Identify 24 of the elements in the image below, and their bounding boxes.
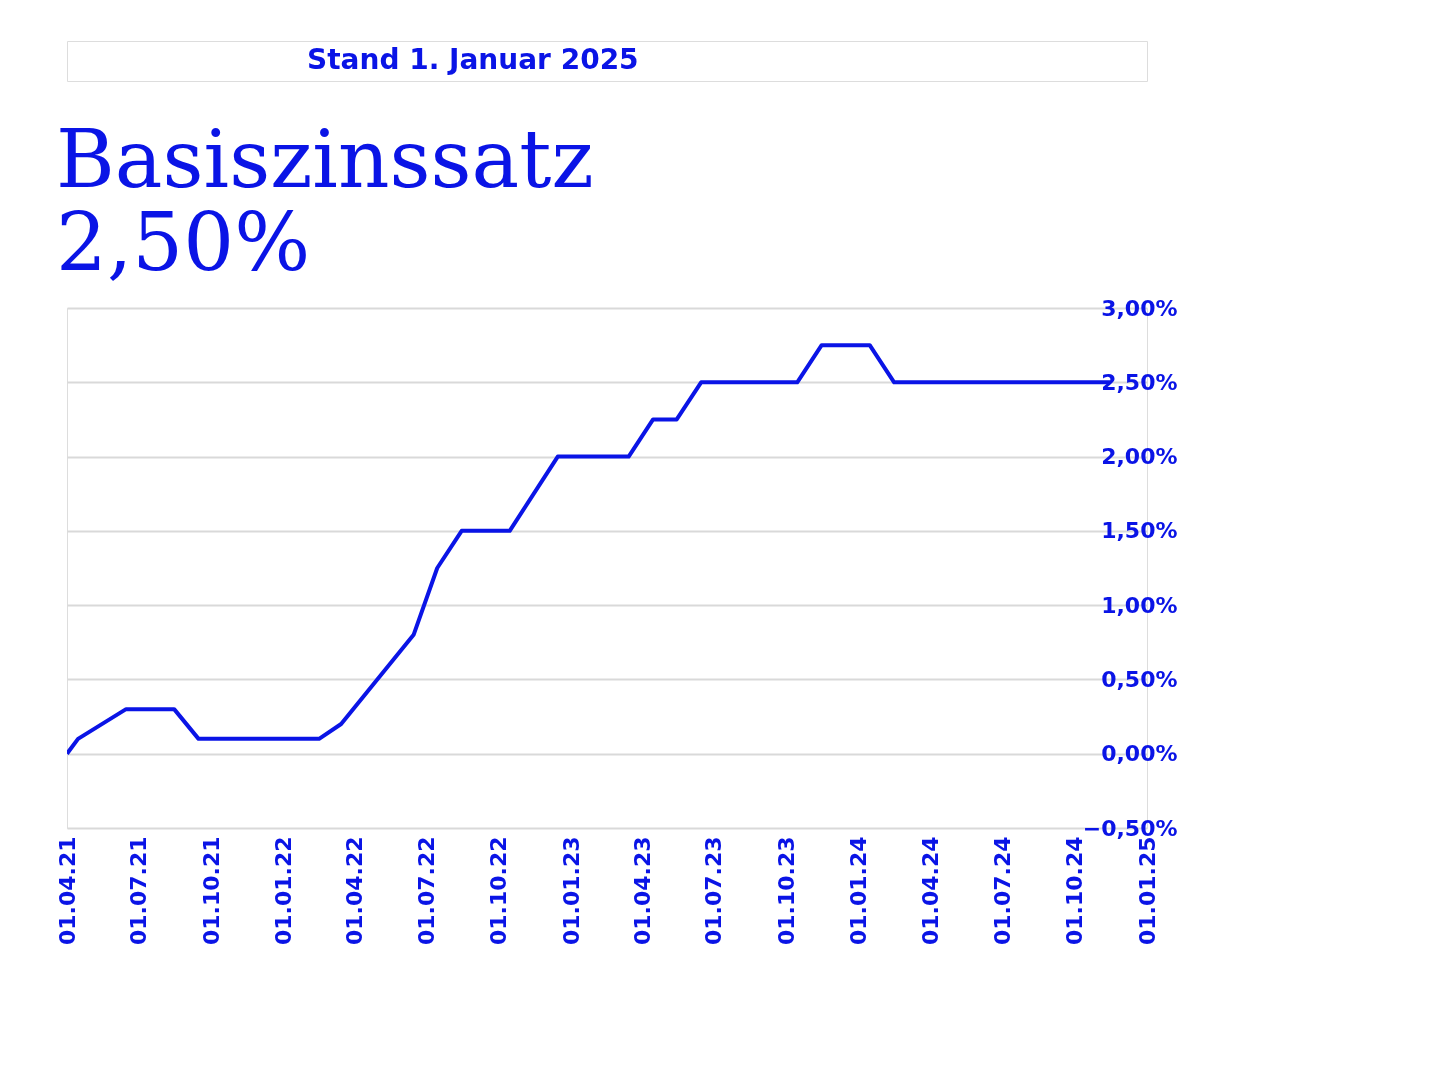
x-tick-label: 01.04.24	[917, 836, 943, 946]
x-tick-label: 01.04.21	[54, 836, 80, 946]
text: Stand 1. Januar 2025	[307, 43, 639, 76]
x-tick-label: 01.10.21	[198, 836, 224, 946]
x-tick-label: 01.10.24	[1062, 836, 1088, 946]
x-tick-label: 01.01.22	[271, 836, 297, 946]
x-tick-label: 01.01.23	[558, 836, 584, 946]
x-tick-label: 01.01.25	[1134, 836, 1160, 946]
y-tick-label: 0,00%	[1101, 741, 1178, 767]
y-tick-label: 1,00%	[1101, 592, 1178, 618]
x-tick-label: 01.04.23	[629, 836, 655, 946]
x-tick-label: 01.10.23	[773, 836, 799, 946]
y-tick-label: 0,50%	[1101, 666, 1178, 692]
x-tick-label: 01.07.22	[413, 836, 439, 946]
x-tick-label: 01.07.21	[126, 836, 152, 946]
x-tick-label: 01.10.22	[486, 836, 512, 946]
y-tick-label: 1,50%	[1101, 518, 1178, 544]
y-tick-label: 2,00%	[1101, 444, 1178, 470]
x-tick-label: 01.07.23	[701, 836, 727, 946]
x-tick-label: 01.07.24	[989, 836, 1015, 946]
x-tick-label: 01.04.22	[342, 836, 368, 946]
y-tick-label: 2,50%	[1101, 369, 1178, 395]
x-tick-label: 01.01.24	[846, 836, 872, 946]
y-tick-label: 3,00%	[1101, 295, 1178, 321]
